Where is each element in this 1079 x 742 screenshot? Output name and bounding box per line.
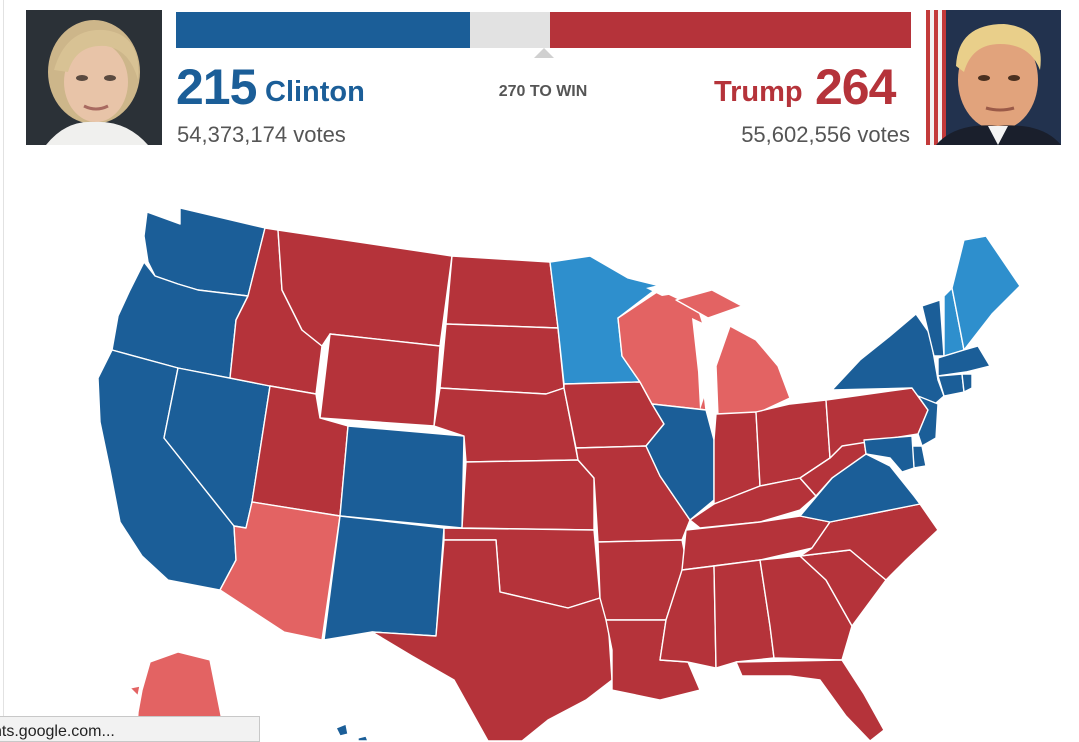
browser-status-bar: nts.google.com... (0, 716, 260, 742)
trump-electoral-bar (550, 12, 911, 48)
state-me[interactable] (951, 235, 1021, 351)
state-ri[interactable] (961, 373, 973, 393)
threshold-marker-top (536, 0, 554, 8)
state-mt[interactable] (277, 229, 453, 347)
trump-photo (926, 10, 1061, 145)
trump-name: Trump (714, 76, 803, 108)
electoral-vote-bar (176, 12, 911, 48)
state-hi[interactable] (335, 723, 369, 741)
clinton-popular-votes: 54,373,174 votes (177, 122, 346, 147)
threshold-label: 270 TO WIN (498, 83, 588, 100)
clinton-electoral-bar (176, 12, 470, 48)
threshold-marker-icon (534, 48, 554, 58)
state-fl[interactable] (735, 659, 885, 741)
clinton-name: Clinton (265, 76, 365, 108)
state-ak-island[interactable] (129, 685, 141, 697)
state-wy[interactable] (319, 333, 441, 427)
lake-michigan (692, 318, 718, 410)
state-nd[interactable] (445, 255, 559, 329)
trump-popular-votes: 55,602,556 votes (741, 122, 910, 147)
state-co[interactable] (339, 425, 465, 529)
lake-superior (646, 278, 700, 296)
page-left-border (3, 0, 4, 741)
clinton-photo (26, 10, 162, 145)
state-nm[interactable] (323, 515, 445, 641)
state-md[interactable] (863, 435, 915, 473)
state-ks[interactable] (461, 459, 595, 531)
state-tx[interactable] (371, 539, 613, 741)
state-sd[interactable] (439, 323, 565, 395)
trump-electoral-votes: 264 (815, 59, 896, 115)
clinton-electoral-votes: 215 (176, 59, 257, 115)
